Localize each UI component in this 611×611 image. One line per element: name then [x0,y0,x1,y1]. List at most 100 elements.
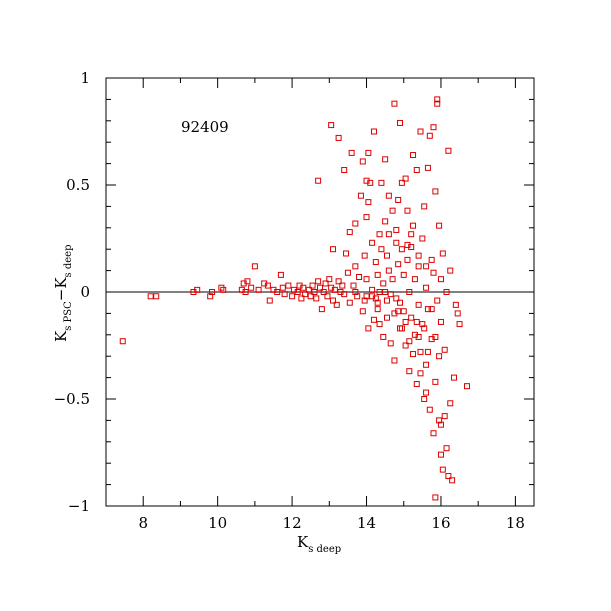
data-point [147,293,154,300]
data-point [330,297,337,304]
data-point [285,282,292,289]
data-point [363,276,370,283]
data-point [439,466,446,473]
plot-annotation: 92409 [181,118,229,136]
data-point [423,389,430,396]
data-point [447,267,454,274]
data-point [359,308,366,315]
x-tick-labels: 8 10 12 14 16 18 [138,514,524,532]
data-point [372,295,379,302]
data-point [397,119,404,126]
data-point [382,218,389,225]
data-point [320,289,327,295]
data-point [119,338,126,345]
data-point [244,278,251,285]
data-point [330,246,337,253]
data-point [417,128,424,135]
data-point [274,289,281,295]
data-point [383,297,390,304]
data-point [361,297,368,304]
x-tick-label: 10 [208,514,227,532]
data-point [242,289,249,295]
data-point [406,368,413,375]
data-point [400,271,407,278]
data-point [248,284,255,291]
data-point [391,100,398,107]
data-point [439,250,446,257]
y-tick-label: −1 [68,497,90,515]
data-point [333,301,340,308]
x-tick-label: 14 [357,514,376,532]
y-axis-title-sub2: s deep [63,245,74,278]
data-point [209,289,216,295]
data-point [277,271,284,278]
data-point [281,291,288,298]
data-point [315,278,322,285]
x-tick-label: 18 [506,514,525,532]
data-point [456,321,463,328]
data-point [383,252,390,259]
data-point [369,286,376,293]
data-point [432,188,439,195]
data-point [410,351,417,358]
data-point [354,293,361,300]
data-point [419,235,426,242]
data-point [313,295,320,302]
y-axis-title-sub1: s PSC [63,301,74,331]
data-point [415,301,422,308]
data-point [441,413,448,420]
data-point [328,122,335,129]
data-point [423,263,430,270]
data-point [437,421,444,428]
data-point [404,207,411,214]
data-point [382,289,389,295]
data-point [153,293,160,300]
data-point [266,297,273,304]
data-point [436,353,443,360]
data-point [324,293,331,300]
data-point [424,306,431,313]
data-point [447,400,454,407]
data-point [378,179,385,186]
data-point [311,289,318,295]
y-axis-title-sep: −K [52,277,70,302]
data-point [445,473,452,480]
data-point [356,274,363,281]
data-point [380,280,387,287]
data-point [402,175,409,182]
data-point [307,293,314,300]
data-point [395,196,402,203]
data-points [119,96,471,501]
y-tick-label: 1 [80,69,90,87]
data-point [317,284,323,291]
data-point [413,318,420,325]
data-point [417,370,424,377]
data-point [441,346,448,353]
data-point [369,239,376,246]
data-point [413,167,420,174]
y-axis-title: Ks PSC−Ks deep [52,245,74,343]
data-point [350,282,357,289]
data-point [294,289,301,295]
data-point [363,214,370,221]
data-point [432,378,439,385]
data-point [432,494,439,501]
data-point [357,192,364,199]
data-point [415,333,422,340]
svg-text:Ks PSC−Ks deep: Ks PSC−Ks deep [52,245,74,343]
data-point [432,333,439,340]
data-point [428,256,435,263]
data-point [370,128,377,135]
data-point [391,357,398,364]
data-point [400,308,407,315]
data-point [220,286,227,293]
data-point [251,263,258,270]
data-point [436,417,443,424]
data-point [424,164,431,171]
data-point [415,263,422,270]
data-point [372,259,379,266]
data-point [385,267,392,274]
data-point [421,396,428,402]
y-tick-label: −0.5 [54,390,90,408]
data-point [445,147,452,154]
